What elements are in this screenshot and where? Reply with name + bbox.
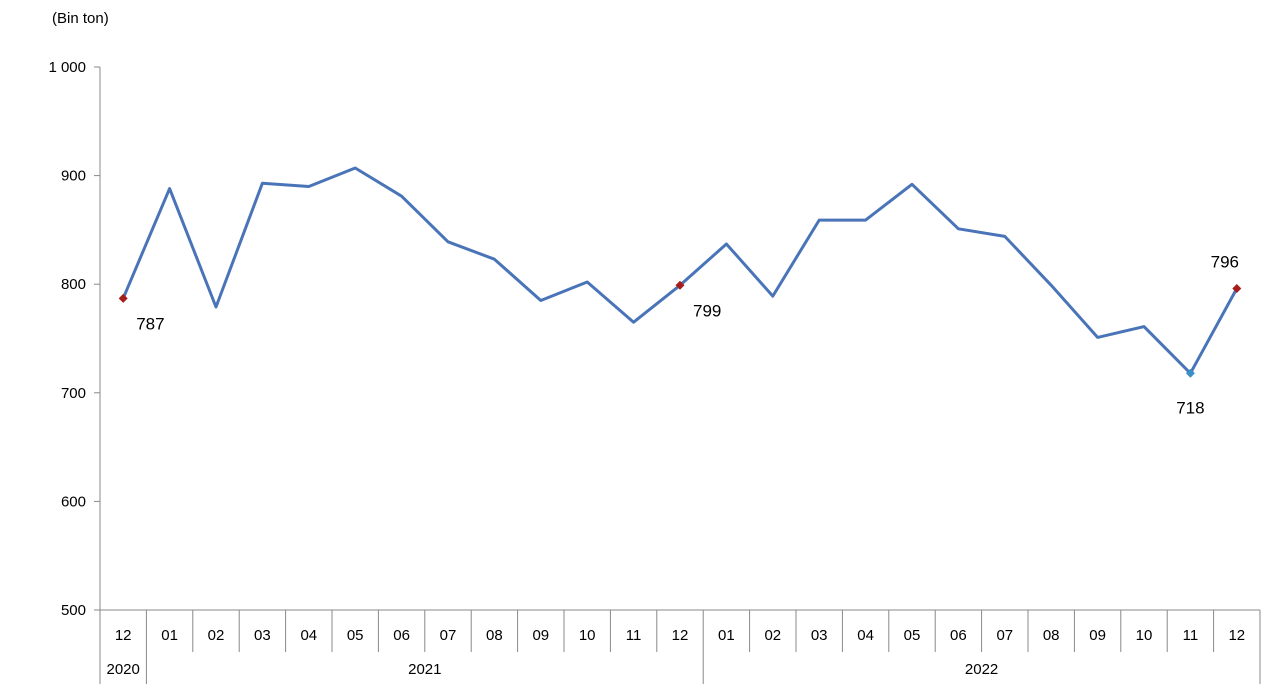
data-point-marker — [118, 293, 128, 303]
y-tick-label: 500 — [61, 602, 86, 619]
x-tick-label: 04 — [857, 627, 874, 644]
x-tick-label: 10 — [579, 627, 596, 644]
x-tick-label: 11 — [1183, 627, 1199, 644]
x-tick-label: 06 — [393, 627, 410, 644]
x-tick-label: 06 — [950, 627, 967, 644]
x-tick-label: 11 — [626, 627, 642, 644]
data-label: 787 — [136, 314, 164, 333]
y-tick-label: 1 000 — [48, 59, 86, 76]
x-tick-label: 05 — [347, 627, 364, 644]
data-label: 718 — [1176, 398, 1204, 417]
y-axis-unit-label: (Bin ton) — [52, 10, 109, 27]
x-tick-label: 09 — [1089, 627, 1106, 644]
x-tick-label: 12 — [115, 627, 132, 644]
year-label: 2020 — [107, 661, 140, 678]
data-point-marker — [1185, 368, 1195, 378]
x-tick-label: 05 — [904, 627, 921, 644]
series-line — [121, 166, 1239, 375]
year-label: 2022 — [965, 661, 998, 678]
x-tick-label: 01 — [718, 627, 735, 644]
x-tick-label: 07 — [996, 627, 1013, 644]
data-label: 799 — [693, 301, 721, 320]
data-label: 796 — [1211, 253, 1239, 272]
x-tick-label: 10 — [1136, 627, 1153, 644]
data-point-marker — [675, 280, 685, 290]
y-tick-label: 600 — [61, 493, 86, 510]
data-point-marker — [1232, 284, 1242, 294]
x-tick-label: 02 — [764, 627, 781, 644]
x-tick-label: 09 — [532, 627, 549, 644]
y-tick-label: 700 — [61, 385, 86, 402]
x-tick-label: 04 — [300, 627, 317, 644]
year-label: 2021 — [408, 661, 441, 678]
x-tick-label: 03 — [811, 627, 828, 644]
y-tick-label: 800 — [61, 276, 86, 293]
x-tick-label: 08 — [1043, 627, 1060, 644]
x-tick-label: 03 — [254, 627, 271, 644]
x-tick-label: 02 — [208, 627, 225, 644]
x-tick-label: 12 — [672, 627, 689, 644]
x-tick-label: 12 — [1228, 627, 1245, 644]
y-tick-label: 900 — [61, 168, 86, 185]
x-tick-label: 07 — [440, 627, 457, 644]
x-tick-label: 08 — [486, 627, 503, 644]
x-tick-label: 01 — [161, 627, 178, 644]
